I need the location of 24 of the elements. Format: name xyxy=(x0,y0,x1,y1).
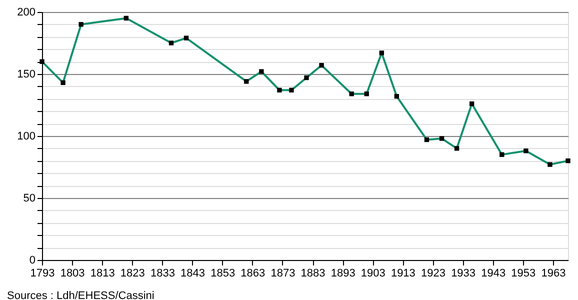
x-tick-label: 1823 xyxy=(120,268,145,280)
x-tick-label: 1893 xyxy=(330,268,356,280)
x-tick-label: 1903 xyxy=(360,268,386,280)
source-note: Sources : Ldh/EHESS/Cassini xyxy=(7,290,154,300)
y-tick-label: 0 xyxy=(29,254,36,266)
x-tick-label: 1833 xyxy=(150,268,175,280)
x-tick-label: 1913 xyxy=(390,268,416,280)
x-tick-label: 1803 xyxy=(60,268,85,280)
x-tick-label: 1843 xyxy=(180,268,206,280)
x-tick-label: 1813 xyxy=(90,268,115,280)
x-tick-label: 1953 xyxy=(511,268,536,280)
x-tick-label: 1883 xyxy=(300,268,326,280)
x-tick-label: 1923 xyxy=(421,268,446,280)
x-tick-label: 1793 xyxy=(30,268,55,280)
y-tick-label: 200 xyxy=(17,6,36,18)
x-tick-label: 1873 xyxy=(270,268,296,280)
x-tick-label: 1933 xyxy=(451,268,476,280)
x-tick-label: 1863 xyxy=(240,268,266,280)
x-tick-label: 1963 xyxy=(541,268,566,280)
y-tick-label: 100 xyxy=(17,130,36,142)
x-tick-label: 1853 xyxy=(210,268,236,280)
x-tick-label: 1943 xyxy=(481,268,506,280)
y-tick-label: 150 xyxy=(17,68,36,80)
y-tick-label: 50 xyxy=(23,192,36,204)
